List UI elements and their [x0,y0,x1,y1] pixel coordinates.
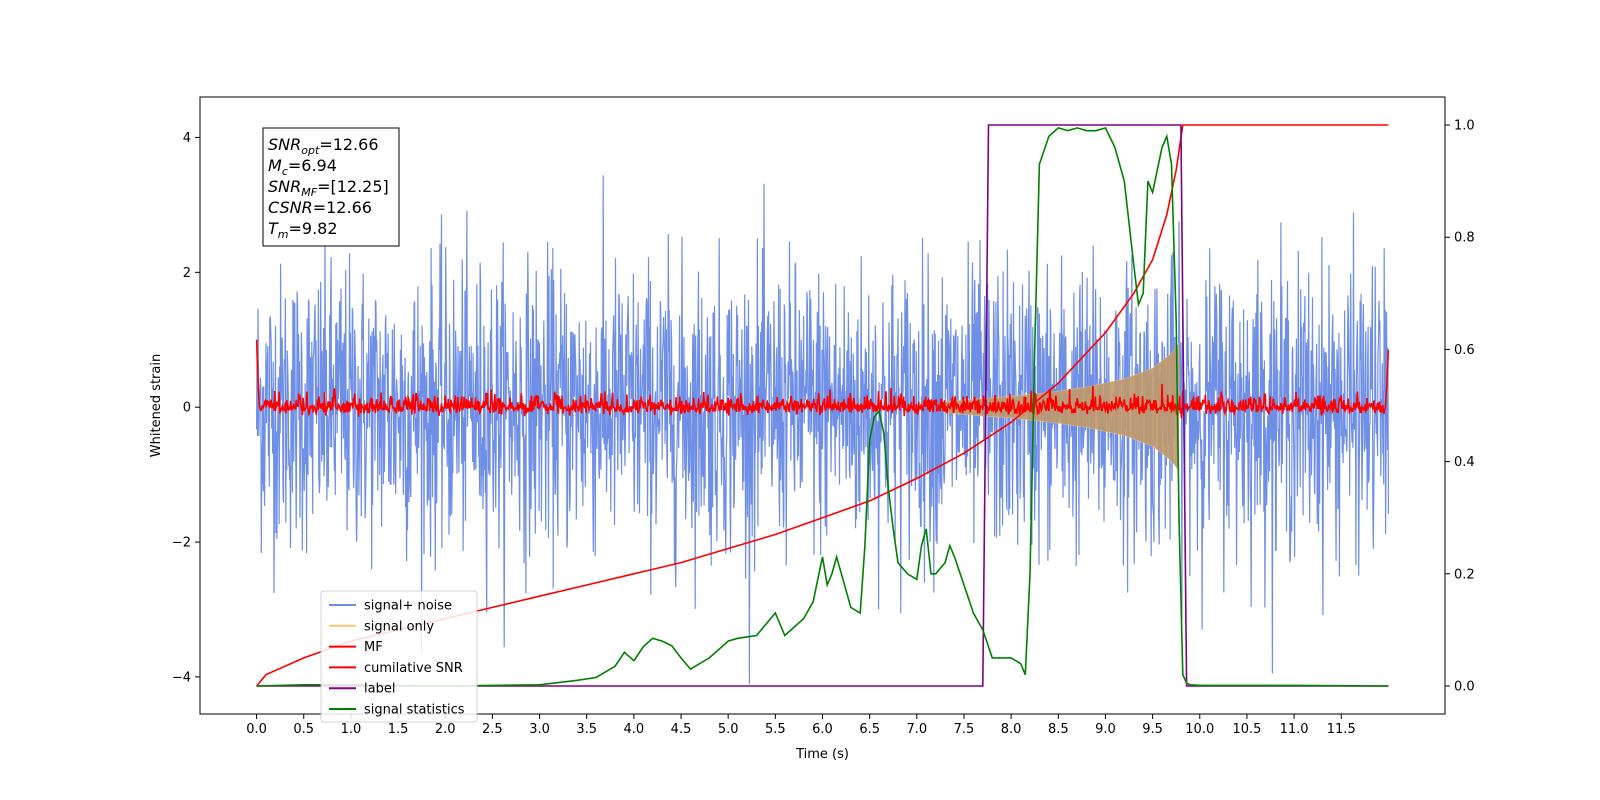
mf-line [255,339,1390,419]
right-y-tick-label: 0.4 [1454,455,1475,470]
x-tick-label: 4.5 [671,722,692,737]
y-axis-label: Whitened strain [149,354,164,457]
legend: signal+ noise signal only MF cumilative SNR… [320,590,478,723]
x-tick-label: 3.5 [576,722,597,737]
legend-label: label [364,682,395,697]
legend-frame [320,590,478,723]
right-y-tick-label: 0.2 [1454,567,1475,582]
x-tick-label: 7.0 [906,722,927,737]
annotation-box: SNRopt=12.66Mc=6.94SNRMF=[12.25]CSNR=12.… [262,127,400,247]
x-tick-label: 11.5 [1327,722,1356,737]
right-y-tick-label: 1.0 [1454,119,1475,134]
x-tick-label: 8.0 [1001,722,1022,737]
legend-label: cumilative SNR [364,661,463,676]
x-tick-label: 6.5 [859,722,880,737]
right-y-tick-label: 0.0 [1454,679,1475,694]
x-tick-label: 5.5 [765,722,786,737]
right-y-tick-label: 0.6 [1454,343,1475,358]
x-tick-label: 1.0 [341,722,362,737]
x-tick-label: 10.0 [1185,722,1214,737]
x-tick-label: 2.5 [482,722,503,737]
legend-label: MF [364,640,383,655]
annotation-frame [262,127,400,247]
x-tick-label: 10.5 [1232,722,1261,737]
left-y-tick-label: 0 [183,401,191,416]
legend-label: signal only [364,619,434,634]
annotation-line: Tm=9.82 [268,219,338,241]
x-tick-label: 8.5 [1048,722,1069,737]
left-axis-ticks: 4 2 0 −2 −4 [172,131,200,685]
x-tick-label: 7.5 [954,722,975,737]
x-tick-label: 11.0 [1280,722,1309,737]
mf-layer [255,339,1390,419]
right-y-tick-label: 0.8 [1454,231,1475,246]
signal-noise-layer [256,175,1389,684]
left-y-tick-label: −2 [172,536,191,551]
x-tick-label: 5.0 [718,722,739,737]
legend-label: signal statistics [364,703,465,718]
annotation-line: SNRMF=[12.25] [268,177,389,199]
x-tick-label: 0.0 [246,722,267,737]
x-tick-label: 1.5 [388,722,409,737]
x-tick-label: 0.5 [293,722,314,737]
right-axis-ticks: 1.0 0.8 0.6 0.4 0.2 0.0 [1445,119,1475,694]
left-y-tick-label: 2 [183,266,191,281]
x-axis-label: Time (s) [795,747,849,762]
x-tick-label: 9.5 [1142,722,1163,737]
x-tick-label: 9.0 [1095,722,1116,737]
x-tick-label: 3.0 [529,722,550,737]
signal-statistics-line [256,126,1389,687]
x-tick-label: 2.0 [435,722,456,737]
legend-label: signal+ noise [364,599,452,614]
x-axis-ticks: 0.0 0.5 1.0 1.5 2.0 2.5 3.0 3.5 4.0 4.5 5.0 5.5 6.0 6… [246,714,1356,737]
x-tick-label: 4.0 [624,722,645,737]
signal-noise-line [256,175,1389,684]
annotation-line: SNRopt=12.66 [268,135,379,157]
left-y-tick-label: −4 [172,670,191,685]
annotation-line: CSNR=12.66 [268,198,372,217]
left-y-tick-label: 4 [183,131,191,146]
annotation-line: Mc=6.94 [268,156,337,178]
x-tick-label: 6.0 [812,722,833,737]
